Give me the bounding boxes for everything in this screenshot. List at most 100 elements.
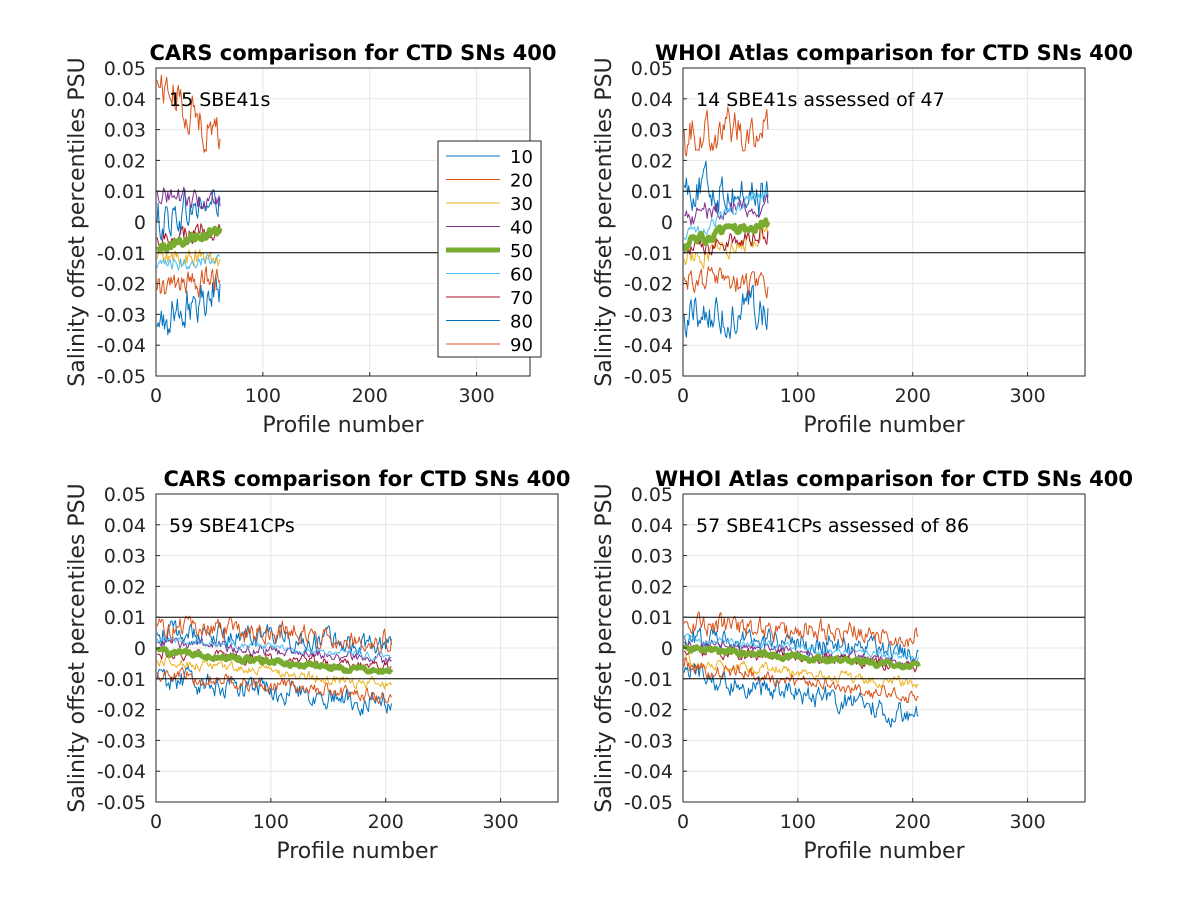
y-tick-label: -0.03 (624, 730, 673, 752)
legend-label-60: 60 (510, 265, 533, 286)
legend-label-50: 50 (510, 241, 533, 262)
x-tick-label: 0 (150, 811, 162, 833)
y-tick-label: -0.01 (97, 669, 146, 691)
x-tick-label: 100 (780, 811, 816, 833)
x-tick-label: 100 (780, 385, 816, 407)
y-tick-label: -0.04 (97, 335, 146, 357)
series-80-line (683, 284, 769, 340)
series-20-line (156, 74, 221, 153)
y-tick-label: -0.05 (624, 366, 673, 388)
y-tick-label: 0.04 (104, 89, 146, 111)
y-tick-label: 0 (661, 212, 673, 234)
y-tick-label: -0.04 (624, 761, 673, 783)
series-90-line (156, 666, 392, 705)
series-60-line (156, 636, 392, 661)
x-tick-label: 200 (368, 811, 404, 833)
x-tick-label: 0 (677, 811, 689, 833)
x-axis-label: Profile number (803, 839, 965, 864)
chart-panel-1: 0 100 200 300 -0.05 -0.04 -0.03 -0.02 -0.01 0 0.01… (65, 41, 557, 438)
y-tick-label: 0.03 (631, 546, 673, 568)
series-60-line (683, 633, 919, 661)
legend-label-20: 20 (510, 171, 533, 192)
series-50-line (683, 217, 771, 252)
y-tick-label: 0.04 (631, 515, 673, 537)
series-40-line (683, 192, 769, 226)
series-30-line (683, 225, 769, 270)
chart-panel-4: 0 100 200 300 -0.05 -0.04 -0.03 -0.02 -0.01 0 0.01… (592, 467, 1133, 864)
y-axis-label: Salinity offset percentiles PSU (65, 57, 90, 386)
chart-title: CARS comparison for CTD SNs 400 (163, 467, 570, 491)
chart-title: WHOI Atlas comparison for CTD SNs 400 (655, 41, 1133, 65)
y-axis-label: Salinity offset percentiles PSU (65, 483, 90, 812)
y-tick-label: 0.05 (104, 484, 146, 506)
series-20-line (683, 106, 769, 157)
y-tick-label: -0.03 (97, 730, 146, 752)
x-tick-label: 300 (458, 385, 494, 407)
y-tick-label: -0.02 (97, 274, 146, 296)
series-20-line (683, 611, 919, 648)
x-tick-label: 100 (253, 811, 289, 833)
y-tick-label: -0.01 (97, 243, 146, 265)
x-tick-label: 300 (482, 811, 518, 833)
annotation-text: 14 SBE41s assessed of 47 (696, 89, 945, 111)
y-tick-label: -0.02 (97, 700, 146, 722)
series-30-line (156, 249, 221, 268)
series-90-line (156, 266, 221, 298)
x-axis-label: Profile number (262, 413, 424, 438)
series-group (156, 615, 394, 716)
legend-label-10: 10 (510, 147, 533, 168)
annotation-text: 15 SBE41s (169, 89, 270, 111)
y-tick-label: 0 (134, 212, 146, 234)
legend-label-80: 80 (510, 312, 533, 333)
legend-label-90: 90 (510, 335, 533, 356)
x-tick-label: 0 (677, 385, 689, 407)
y-tick-label: 0.01 (631, 181, 673, 203)
y-tick-label: 0 (134, 638, 146, 660)
series-30-line (156, 655, 392, 690)
y-tick-label: 0.02 (104, 576, 146, 598)
series-10-line (683, 160, 769, 216)
series-group (156, 74, 223, 336)
y-tick-label: -0.03 (97, 304, 146, 326)
series-80-line (683, 663, 919, 728)
series-20-line (156, 615, 392, 654)
chart-title: WHOI Atlas comparison for CTD SNs 400 (655, 467, 1133, 491)
series-90-line (683, 266, 769, 299)
series-90-line (683, 657, 919, 704)
y-tick-label: 0.03 (631, 120, 673, 142)
y-tick-label: 0.01 (631, 607, 673, 629)
y-tick-label: -0.02 (624, 274, 673, 296)
y-tick-label: 0.05 (631, 58, 673, 80)
y-tick-label: 0.05 (104, 58, 146, 80)
x-tick-label: 0 (150, 385, 162, 407)
y-tick-label: 0.02 (104, 150, 146, 172)
series-80-line (156, 273, 221, 336)
x-tick-label: 300 (1009, 811, 1045, 833)
x-tick-label: 100 (245, 385, 281, 407)
y-tick-label: -0.05 (624, 792, 673, 814)
series-group (683, 611, 921, 728)
x-tick-label: 200 (895, 385, 931, 407)
x-axis-label: Profile number (803, 413, 965, 438)
y-tick-label: 0.04 (631, 89, 673, 111)
y-tick-label: -0.04 (624, 335, 673, 357)
series-60-line (683, 187, 769, 241)
series-10-line (156, 189, 221, 241)
y-tick-label: 0 (661, 638, 673, 660)
y-tick-label: -0.05 (97, 366, 146, 388)
series-30-line (683, 653, 919, 689)
annotation-text: 57 SBE41CPs assessed of 86 (696, 515, 969, 537)
y-tick-label: 0.01 (104, 181, 146, 203)
y-tick-label: 0.02 (631, 150, 673, 172)
y-tick-label: -0.02 (624, 700, 673, 722)
series-40-line (156, 186, 221, 210)
series-group (683, 106, 771, 340)
x-tick-label: 300 (1009, 385, 1045, 407)
x-axis-label: Profile number (276, 839, 438, 864)
series-50-line (683, 644, 921, 671)
y-tick-label: 0.03 (104, 120, 146, 142)
series-60-line (156, 253, 221, 271)
y-tick-label: 0.03 (104, 546, 146, 568)
y-tick-label: 0.01 (104, 607, 146, 629)
